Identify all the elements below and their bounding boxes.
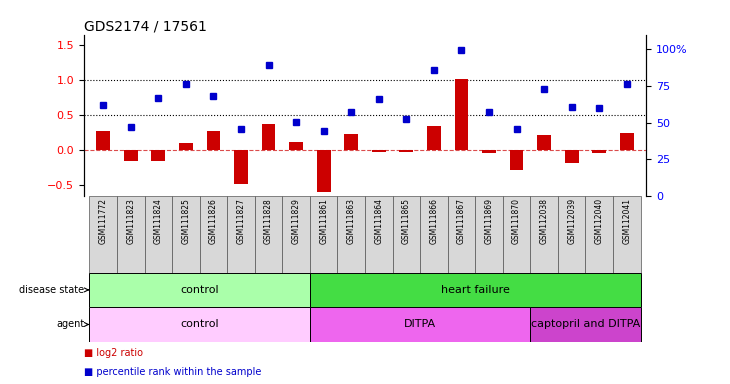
Text: GSM111869: GSM111869 bbox=[485, 198, 493, 244]
Text: GSM111829: GSM111829 bbox=[291, 198, 301, 244]
Bar bbox=[372, 150, 385, 152]
Text: GSM111826: GSM111826 bbox=[209, 198, 218, 244]
Bar bbox=[447, 196, 475, 273]
Text: GSM111870: GSM111870 bbox=[512, 198, 521, 244]
Bar bbox=[207, 131, 220, 150]
Bar bbox=[234, 150, 248, 184]
Bar bbox=[427, 126, 441, 150]
Bar bbox=[503, 196, 530, 273]
Bar bbox=[310, 196, 337, 273]
Text: GSM111828: GSM111828 bbox=[264, 198, 273, 244]
Bar bbox=[455, 79, 469, 150]
Text: GSM111863: GSM111863 bbox=[347, 198, 356, 244]
Bar bbox=[585, 196, 613, 273]
Bar bbox=[393, 196, 420, 273]
Text: GSM112038: GSM112038 bbox=[539, 198, 549, 244]
Text: GSM111825: GSM111825 bbox=[181, 198, 191, 244]
Text: agent: agent bbox=[56, 319, 88, 329]
Bar bbox=[117, 196, 145, 273]
Text: GSM111864: GSM111864 bbox=[374, 198, 383, 244]
Text: GSM111823: GSM111823 bbox=[126, 198, 135, 244]
Bar bbox=[227, 196, 255, 273]
Bar bbox=[289, 142, 303, 150]
Bar bbox=[399, 150, 413, 152]
Bar bbox=[365, 196, 393, 273]
Bar bbox=[558, 196, 585, 273]
Text: ■ percentile rank within the sample: ■ percentile rank within the sample bbox=[84, 367, 261, 377]
Bar bbox=[261, 124, 275, 150]
Text: GSM111861: GSM111861 bbox=[319, 198, 328, 244]
Bar bbox=[179, 143, 193, 150]
Text: GSM112041: GSM112041 bbox=[622, 198, 631, 244]
Text: GSM111772: GSM111772 bbox=[99, 198, 108, 244]
Bar bbox=[420, 196, 447, 273]
Text: GSM111865: GSM111865 bbox=[402, 198, 411, 244]
Bar bbox=[537, 135, 551, 150]
Text: DITPA: DITPA bbox=[404, 319, 436, 329]
Bar bbox=[283, 196, 310, 273]
Bar bbox=[475, 196, 503, 273]
Bar bbox=[90, 196, 117, 273]
Bar bbox=[172, 196, 200, 273]
Text: disease state: disease state bbox=[20, 285, 88, 295]
Bar bbox=[90, 273, 310, 307]
Bar bbox=[310, 307, 530, 342]
Bar bbox=[96, 131, 110, 150]
Text: ■ log2 ratio: ■ log2 ratio bbox=[84, 348, 143, 358]
Text: GDS2174 / 17561: GDS2174 / 17561 bbox=[84, 20, 207, 33]
Text: GSM111866: GSM111866 bbox=[429, 198, 439, 244]
Text: GSM111824: GSM111824 bbox=[154, 198, 163, 244]
Bar bbox=[200, 196, 227, 273]
Bar bbox=[317, 150, 331, 192]
Text: captopril and DITPA: captopril and DITPA bbox=[531, 319, 640, 329]
Text: control: control bbox=[180, 285, 219, 295]
Bar bbox=[482, 150, 496, 153]
Bar bbox=[530, 307, 640, 342]
Bar bbox=[613, 196, 640, 273]
Bar bbox=[255, 196, 283, 273]
Text: heart failure: heart failure bbox=[441, 285, 510, 295]
Bar bbox=[90, 307, 310, 342]
Bar bbox=[124, 150, 138, 161]
Text: GSM111827: GSM111827 bbox=[237, 198, 245, 244]
Text: GSM111867: GSM111867 bbox=[457, 198, 466, 244]
Bar bbox=[145, 196, 172, 273]
Bar bbox=[345, 134, 358, 150]
Bar bbox=[151, 150, 165, 162]
Bar bbox=[337, 196, 365, 273]
Text: control: control bbox=[180, 319, 219, 329]
Text: GSM112039: GSM112039 bbox=[567, 198, 576, 244]
Bar bbox=[620, 133, 634, 150]
Bar bbox=[510, 150, 523, 170]
Bar bbox=[530, 196, 558, 273]
Bar bbox=[565, 150, 579, 163]
Bar bbox=[310, 273, 640, 307]
Text: GSM112040: GSM112040 bbox=[595, 198, 604, 244]
Bar bbox=[592, 150, 606, 153]
